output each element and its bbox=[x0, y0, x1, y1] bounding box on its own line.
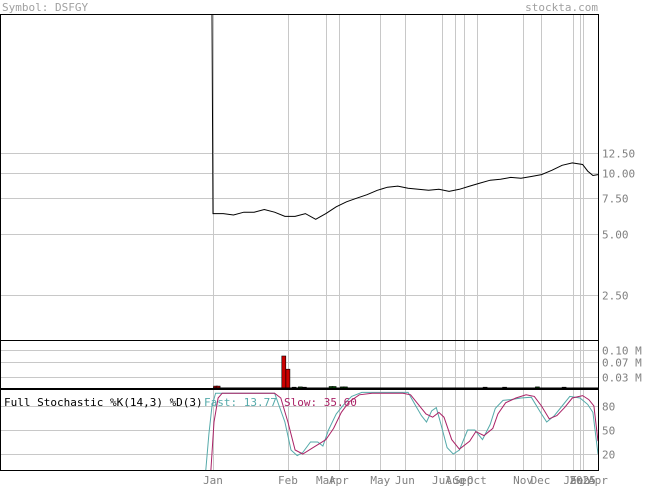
volume-axis: 0.10 M0.07 M 0.03 M bbox=[602, 345, 642, 385]
stochastic-fast-line bbox=[205, 391, 599, 471]
x-tick-label: Mar bbox=[316, 474, 336, 486]
price-line bbox=[211, 14, 599, 220]
stochastic-fast-label: Fast: 13.77 bbox=[204, 396, 277, 409]
price-tick-label: 10.00 bbox=[602, 168, 635, 181]
stochastic-slow-line bbox=[210, 392, 599, 471]
stochastic-horizontal-grid bbox=[1, 406, 598, 455]
price-tick-label: 7.50 bbox=[602, 193, 629, 206]
stochastic-axis: 80 50 20 bbox=[602, 401, 615, 462]
volume-panel: 0.10 M0.07 M 0.03 M bbox=[1, 345, 642, 389]
brand-label: stockta.com bbox=[525, 1, 598, 14]
panel-frames bbox=[0, 14, 599, 471]
x-tick-label: Apr bbox=[588, 474, 608, 486]
price-tick-label: 2.50 bbox=[602, 290, 629, 303]
volume-tick-label: 0.10 M bbox=[602, 345, 642, 358]
stochastic-title: Full Stochastic %K(14,3) %D(3) bbox=[4, 396, 203, 409]
stochastic-slow-label: Slow: 35.60 bbox=[284, 396, 357, 409]
stochastic-tick-label: 50 bbox=[602, 425, 615, 438]
stochastic-tick-label: 80 bbox=[602, 401, 615, 414]
volume-tick-label: 0.03 M bbox=[602, 372, 642, 385]
price-axis: 12.50 10.00 7.50 5.00 2.50 bbox=[602, 148, 635, 303]
volume-bar bbox=[281, 355, 287, 389]
symbol-label: Symbol: DSFGY bbox=[2, 1, 88, 14]
x-tick-label: Feb bbox=[278, 474, 298, 486]
price-tick-label: 12.50 bbox=[602, 148, 635, 161]
stochastic-panel: 80 50 20 Full Stochastic %K(14,3) %D(3) Fa… bbox=[1, 391, 615, 471]
x-tick-label: Feb bbox=[570, 474, 590, 486]
vertical-gridlines bbox=[213, 15, 599, 470]
stochastic-tick-label: 20 bbox=[602, 449, 615, 462]
price-panel: 12.50 10.00 7.50 5.00 2.50 bbox=[1, 14, 635, 303]
x-tick-label: May bbox=[370, 474, 390, 486]
x-tick-label: 2025 bbox=[569, 474, 596, 486]
volume-horizontal-grid bbox=[1, 350, 598, 378]
x-tick-label: Jan bbox=[563, 474, 583, 486]
volume-tick-label: 0.07 M bbox=[602, 357, 642, 370]
price-tick-label: 5.00 bbox=[602, 229, 629, 242]
volume-bar bbox=[285, 368, 291, 389]
price-horizontal-grid bbox=[1, 153, 598, 296]
x-tick-label: Nov bbox=[513, 474, 533, 486]
x-tick-label: Jul bbox=[432, 474, 452, 486]
x-tick-label: Oct bbox=[467, 474, 487, 486]
x-tick-label: Jan bbox=[203, 474, 223, 486]
x-tick-label: Sep bbox=[454, 474, 474, 486]
x-tick-label: Jun bbox=[395, 474, 415, 486]
x-tick-label: Dec bbox=[531, 474, 551, 486]
x-tick-label: Apr bbox=[329, 474, 349, 486]
x-tick-label: Aug bbox=[445, 474, 465, 486]
